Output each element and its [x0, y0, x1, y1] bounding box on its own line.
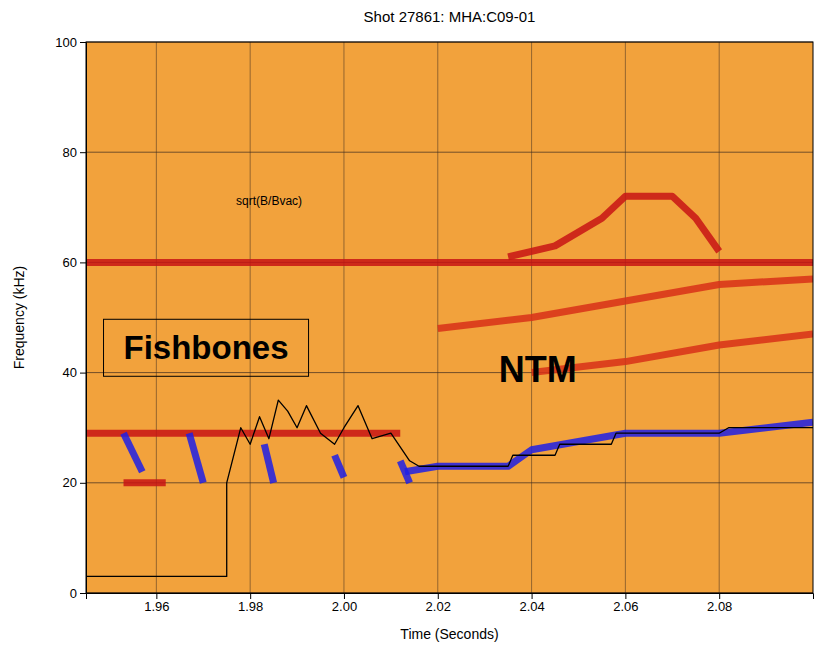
x-tick: 1.96 [144, 593, 169, 614]
grid-line [250, 42, 251, 593]
x-tick-mark [344, 593, 345, 599]
x-tick-label: 2.02 [426, 599, 451, 614]
grid-line [86, 372, 813, 373]
x-tick: 2.00 [332, 593, 357, 614]
plot-frame [86, 42, 813, 593]
y-tick-mark [80, 593, 86, 594]
x-tick-mark [532, 593, 533, 599]
y-tick-label: 40 [63, 365, 77, 380]
plot-background [86, 42, 813, 593]
x-axis-title: Time (Seconds) [400, 626, 498, 642]
x-tick-label: 2.08 [707, 599, 732, 614]
y-tick-label: 0 [70, 586, 77, 601]
x-tick-mark [438, 593, 439, 599]
y-tick-label: 100 [55, 35, 77, 50]
x-tick-mark [250, 593, 251, 599]
y-tick: 20 [63, 475, 86, 490]
y-tick-mark [80, 483, 86, 484]
series-group [86, 196, 813, 576]
grid-line [625, 42, 626, 593]
mode-band [400, 461, 409, 483]
annotation: Fishbones [124, 329, 289, 366]
x-tick-label: 2.06 [613, 599, 638, 614]
y-tick-mark [80, 152, 86, 153]
grid-line [86, 262, 813, 263]
y-tick-mark [80, 373, 86, 374]
y-tick: 100 [55, 35, 86, 50]
title: Shot 27861: MHA:C09-01 [364, 8, 536, 25]
x-tick: 2.06 [613, 593, 638, 614]
grid-line [156, 42, 157, 593]
y-tick-mark [80, 262, 86, 263]
y-tick: 0 [70, 586, 86, 601]
mode-band [124, 433, 143, 472]
x-tick: 1.98 [238, 593, 263, 614]
annotation-box [104, 319, 309, 376]
grid-line [86, 482, 813, 483]
grid-line [86, 152, 813, 153]
grid [86, 42, 813, 593]
mode-band [405, 422, 813, 472]
grid-line [437, 42, 438, 593]
x-tick-label: 1.96 [144, 599, 169, 614]
x-tick-label: 1.98 [238, 599, 263, 614]
mode-band [508, 196, 719, 257]
grid-line [719, 42, 720, 593]
y-tick-mark [80, 42, 86, 43]
y-tick: 40 [63, 365, 86, 380]
x-axis-line [87, 594, 814, 600]
annotation: sqrt(B/Bvac) [236, 194, 302, 208]
x-tick-mark [719, 593, 720, 599]
x-tick-mark [156, 593, 157, 599]
x-tick-mark [625, 593, 626, 599]
x-tick: 2.04 [519, 593, 544, 614]
mode-band [335, 455, 344, 477]
y-axis: 0 20 40 60 80 100 [55, 35, 86, 601]
y-tick: 80 [63, 145, 86, 160]
mode-band [438, 279, 813, 329]
x-tick-label: 2.04 [519, 599, 544, 614]
chart: 1.96 1.98 2.00 2.02 2.04 2.06 2.08 0 20 40 60 80 100… [0, 0, 823, 653]
y-axis-line [80, 43, 87, 594]
trace-line [86, 400, 813, 576]
x-axis: 1.96 1.98 2.00 2.02 2.04 2.06 2.08 [87, 593, 814, 614]
x-tick: 2.02 [426, 593, 451, 614]
y-tick-label: 20 [63, 475, 77, 490]
annotations: Fishbones NTM sqrt(B/Bvac) [104, 194, 577, 390]
annotation: NTM [499, 349, 577, 390]
x-tick-label: 2.00 [332, 599, 357, 614]
mode-band [86, 259, 813, 266]
y-tick-label: 60 [63, 255, 77, 270]
mode-band [264, 444, 273, 483]
y-tick-label: 80 [63, 145, 77, 160]
mode-band [189, 433, 203, 483]
plot: 1.96 1.98 2.00 2.02 2.04 2.06 2.08 0 20 40 60 80 100… [55, 35, 813, 615]
y-axis-title: Frequency (kHz) [11, 266, 27, 369]
x-tick: 2.08 [707, 593, 732, 614]
y-tick: 60 [63, 255, 86, 270]
mode-band [124, 479, 166, 486]
grid-line [343, 42, 344, 593]
